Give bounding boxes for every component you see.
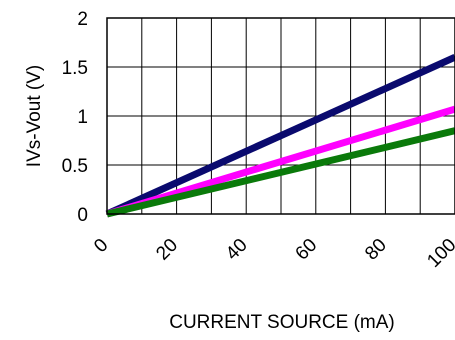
y-tick-label: 0.5 bbox=[62, 156, 88, 177]
y-tick-label: 2 bbox=[77, 9, 88, 30]
series-line-3 bbox=[106, 127, 455, 218]
x-tick-label: 0 bbox=[90, 235, 112, 257]
y-tick-label: 0 bbox=[77, 205, 88, 226]
plot-frame bbox=[106, 17, 455, 215]
y-tick-labels: 0 0.5 1 1.5 2 bbox=[62, 9, 88, 226]
grid bbox=[107, 18, 455, 214]
x-tick-label: 80 bbox=[361, 235, 391, 265]
x-axis-label: CURRENT SOURCE (mA) bbox=[169, 312, 395, 333]
x-tick-label: 20 bbox=[152, 235, 182, 265]
x-tick-label: 40 bbox=[222, 235, 252, 265]
series-line-1 bbox=[105, 54, 455, 218]
x-tick-label: 60 bbox=[292, 235, 322, 265]
y-tick-label: 1.5 bbox=[62, 58, 88, 79]
series-layer bbox=[105, 54, 455, 218]
y-tick-label: 1 bbox=[77, 107, 88, 128]
x-tick-label: 100 bbox=[423, 235, 455, 272]
x-tick-labels: 0 20 40 60 80 100 bbox=[90, 235, 455, 272]
y-axis-label: IVs-Vout (V) bbox=[24, 65, 45, 167]
